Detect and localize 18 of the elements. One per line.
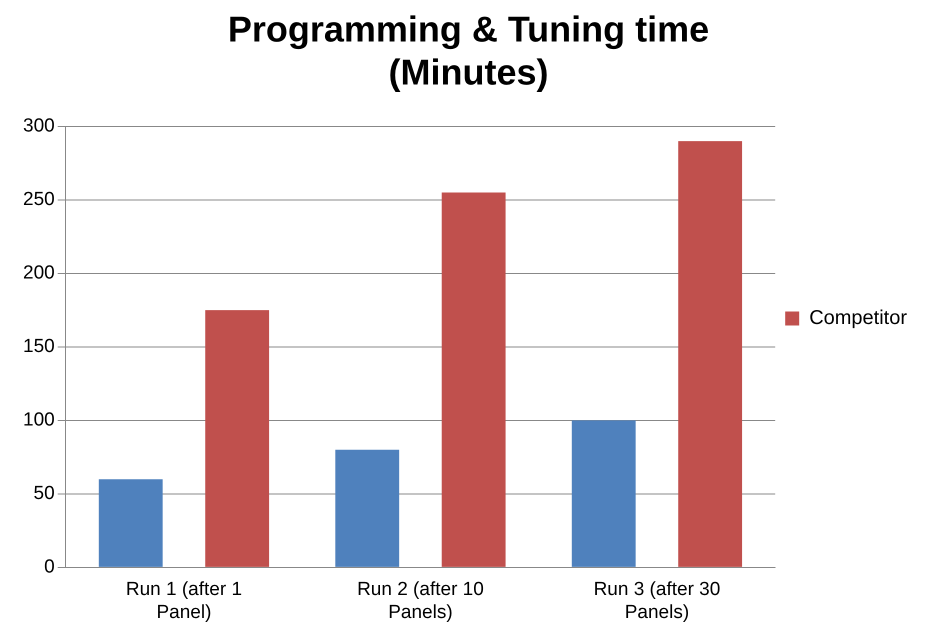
bar bbox=[678, 141, 742, 567]
bar bbox=[572, 420, 636, 567]
bar bbox=[442, 192, 506, 567]
x-tick-label: Run 3 (after 30 Panels) bbox=[594, 579, 720, 623]
chart-title: Programming & Tuning time (Minutes) bbox=[228, 8, 710, 93]
x-tick-label: Run 1 (after 1 Panel) bbox=[126, 579, 242, 623]
y-tick-label: 300 bbox=[23, 116, 55, 137]
y-tick-label: 150 bbox=[23, 336, 55, 358]
x-tick-label: Run 2 (after 10 Panels) bbox=[357, 579, 484, 623]
y-tick-label: 50 bbox=[34, 483, 55, 504]
bar bbox=[205, 310, 270, 567]
y-tick-label: 100 bbox=[23, 410, 55, 431]
bar bbox=[335, 450, 400, 567]
bar bbox=[98, 479, 163, 567]
y-tick-label: 200 bbox=[23, 262, 55, 284]
legend-label: Competitor bbox=[809, 307, 908, 330]
y-tick-label: 0 bbox=[44, 556, 55, 578]
y-tick-label: 250 bbox=[23, 189, 55, 210]
